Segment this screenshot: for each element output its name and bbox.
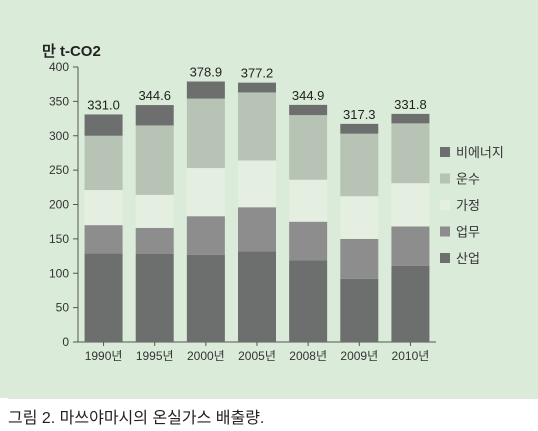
y-tick-label: 100 <box>49 266 69 280</box>
bar-total-label: 377.2 <box>241 66 274 81</box>
bar-segment-비에너지 <box>391 113 430 124</box>
y-tick-label: 0 <box>62 335 69 349</box>
x-tick-label: 2009년 <box>340 349 378 363</box>
bar-segment-운수 <box>289 115 328 180</box>
bar-total-label: 378.9 <box>190 65 223 80</box>
bar-segment-비에너지 <box>289 104 328 116</box>
bar-segment-운수 <box>84 135 123 191</box>
legend-swatch <box>440 147 450 157</box>
bar-segment-운수 <box>135 125 174 195</box>
bar-segment-산업 <box>238 251 276 342</box>
bar-segment-업무 <box>391 226 430 266</box>
bar-total-label: 331.0 <box>87 97 120 112</box>
caption-divider <box>8 398 538 399</box>
bar-segment-운수 <box>340 133 379 197</box>
bar-segment-비에너지 <box>340 123 379 134</box>
bar-total-label: 317.3 <box>343 107 376 122</box>
bar-segment-비에너지 <box>186 81 225 99</box>
x-tick-label: 1995년 <box>136 349 174 363</box>
bar-segment-업무 <box>340 238 379 279</box>
legend-label: 업무 <box>456 225 480 240</box>
y-tick-label: 400 <box>49 60 69 74</box>
x-tick-label: 2010년 <box>392 349 430 363</box>
bar-segment-산업 <box>391 265 430 342</box>
legend-swatch <box>440 200 450 210</box>
bar-segment-가정 <box>186 168 225 217</box>
bar-segment-산업 <box>289 260 328 342</box>
y-tick-label: 250 <box>49 163 69 177</box>
bar-segment-비에너지 <box>135 105 174 126</box>
legend-label: 운수 <box>456 172 480 187</box>
bar-segment-업무 <box>289 221 328 261</box>
y-tick-label: 50 <box>56 301 70 315</box>
chart-axes: 0 50 100 150 200 250 300 350 400 1990년 1995년 2000년 2… <box>49 60 436 363</box>
bar-segment-비에너지 <box>238 82 276 93</box>
figure-caption-text: 그림 2. 마쓰야마시의 온실가스 배출량. <box>8 410 265 427</box>
bar-segment-업무 <box>84 225 123 254</box>
x-tick-label: 2008년 <box>289 349 327 363</box>
legend-swatch <box>440 226 450 237</box>
bar-segment-비에너지 <box>84 114 123 136</box>
y-axis-label: 만 t-CO2 <box>42 43 101 60</box>
bar-segment-운수 <box>391 123 430 184</box>
bar-total-label: 331.8 <box>394 97 427 112</box>
x-tick-label: 1990년 <box>85 349 123 363</box>
chart-bars: 331.0 344.6 378.9 377.2 344.9 317.3 331.8 <box>84 65 430 342</box>
x-tick-label: 2005년 <box>238 349 276 363</box>
bar-segment-운수 <box>186 98 225 169</box>
y-tick-label: 200 <box>49 198 69 212</box>
figure-caption: 그림 2. 마쓰야마시의 온실가스 배출량. <box>8 398 538 428</box>
bar-total-label: 344.9 <box>292 88 325 103</box>
y-tick-label: 350 <box>49 94 69 108</box>
bar-segment-업무 <box>135 227 174 254</box>
bar-segment-산업 <box>135 254 174 342</box>
bar-segment-가정 <box>84 190 123 226</box>
bar-segment-가정 <box>391 183 430 227</box>
bar-segment-운수 <box>238 92 276 161</box>
bar-segment-업무 <box>186 216 225 255</box>
bar-segment-가정 <box>238 160 276 208</box>
bar-segment-가정 <box>135 194 174 228</box>
emissions-stacked-bar-chart: 만 t-CO2 0 50 100 150 200 250 300 350 400 1990년 199… <box>42 43 504 363</box>
legend-swatch <box>440 173 450 184</box>
x-tick-label: 2000년 <box>187 349 225 363</box>
legend-label: 가정 <box>456 198 480 213</box>
legend-label: 산업 <box>456 251 480 266</box>
bar-segment-산업 <box>340 278 379 342</box>
legend-label: 비에너지 <box>456 145 504 160</box>
bar-segment-산업 <box>186 254 225 342</box>
legend-swatch <box>440 253 450 263</box>
bar-segment-가정 <box>289 179 328 222</box>
bar-segment-가정 <box>340 196 379 239</box>
y-tick-label: 300 <box>49 129 69 143</box>
bar-segment-업무 <box>238 207 276 252</box>
y-tick-label: 150 <box>49 232 69 246</box>
bar-total-label: 344.6 <box>138 88 171 103</box>
bar-segment-산업 <box>84 253 123 342</box>
